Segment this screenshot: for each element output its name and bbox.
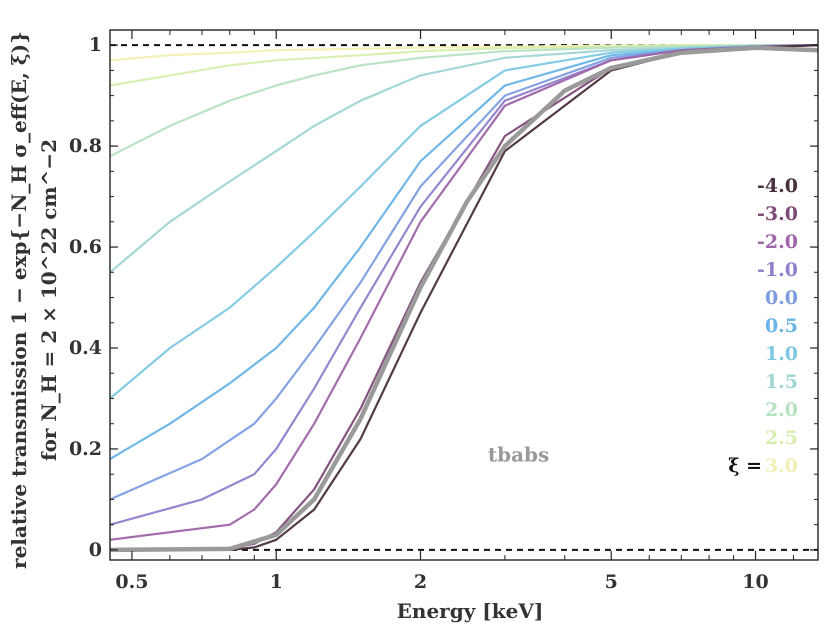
legend-label-2.0: 2.0 (765, 399, 798, 421)
series-line--1.0 (110, 44, 818, 526)
series-line-2.0 (110, 44, 818, 158)
y-tick-label-4: 0.8 (69, 135, 102, 157)
series-line-0.0 (110, 44, 818, 501)
series-line-1.0 (110, 44, 818, 400)
plot-area (110, 44, 818, 553)
series-line-1.5 (110, 44, 818, 274)
plot-frame (109, 29, 819, 561)
legend-label-2.5: 2.5 (765, 427, 798, 449)
y-axis-title-line1: relative transmission 1 − exp{−N_H σ_eff… (7, 31, 31, 569)
tbabs-line (110, 45, 818, 553)
legend-label-1.0: 1.0 (765, 343, 798, 365)
legend-label-1.5: 1.5 (765, 371, 798, 393)
legend-label--1.0: -1.0 (757, 259, 798, 281)
x-tick-label-4: 10 (742, 571, 768, 593)
series-line--2.0 (110, 44, 818, 541)
legend-label--3.0: -3.0 (757, 203, 798, 225)
legend-label-3.0: 3.0 (765, 455, 798, 477)
legend: -4.0 -3.0 -2.0 -1.0 0.0 0.5 1.0 1.5 2.0 2.5 3.0ξ = (728, 175, 798, 477)
y-tick-label-3: 0.6 (69, 236, 102, 258)
x-tick-label-3: 5 (605, 571, 618, 593)
legend-label--4.0: -4.0 (757, 175, 798, 197)
legend-label-0.0: 0.0 (765, 287, 798, 309)
x-tick-label-1: 1 (270, 571, 283, 593)
y-tick-label-2: 0.4 (69, 337, 102, 359)
series-group (110, 44, 818, 553)
x-axis-title: Energy [keV] (397, 599, 544, 623)
legend-title: ξ = (728, 455, 762, 477)
y-axis-title-line2: for N_H = 2 × 10^22 cm^−2 (37, 139, 61, 461)
x-tick-label-0: 0.5 (115, 571, 148, 593)
axes: 0 0.2 0.4 0.6 0.8 1 0.5 1 2 5 10 (69, 29, 819, 593)
legend-label--2.0: -2.0 (757, 231, 798, 253)
legend-label-0.5: 0.5 (765, 315, 798, 337)
tbabs-annotation: tbabs (488, 443, 549, 467)
y-tick-label-0: 0 (89, 539, 102, 561)
x-tick-label-2: 2 (414, 571, 427, 593)
y-tick-label-1: 0.2 (69, 438, 102, 460)
y-tick-label-5: 1 (89, 34, 102, 56)
